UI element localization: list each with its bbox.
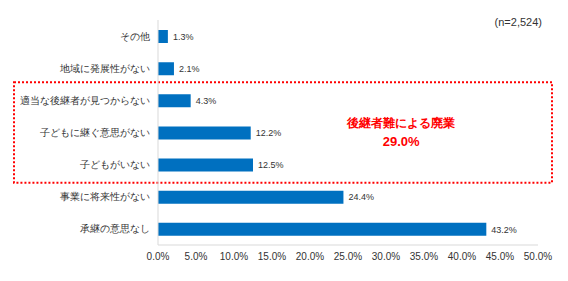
svg-text:適当な後継者が見つからない: 適当な後継者が見つからない — [20, 95, 150, 106]
svg-text:50.0%: 50.0% — [524, 251, 552, 262]
svg-text:4.3%: 4.3% — [196, 96, 217, 106]
svg-text:30.0%: 30.0% — [372, 251, 400, 262]
html-text:(n=2,524): (n=2,524) — [494, 16, 542, 28]
svg-text:その他: その他 — [120, 31, 150, 42]
svg-text:45.0%: 45.0% — [486, 251, 514, 262]
svg-text:12.5%: 12.5% — [258, 160, 284, 170]
svg-text:40.0%: 40.0% — [448, 251, 476, 262]
svg-text:24.4%: 24.4% — [348, 192, 374, 202]
svg-text:20.0%: 20.0% — [296, 251, 324, 262]
svg-text:子どもがいない: 子どもがいない — [80, 159, 150, 170]
svg-text:2.1%: 2.1% — [179, 64, 200, 74]
svg-text:15.0%: 15.0% — [258, 251, 286, 262]
svg-text:1.3%: 1.3% — [173, 32, 194, 42]
svg-text:地域に発展性がない: 地域に発展性がない — [59, 63, 150, 74]
svg-text:承継の意思なし: 承継の意思なし — [80, 223, 150, 234]
svg-text:35.0%: 35.0% — [410, 251, 438, 262]
svg-text:0.0%: 0.0% — [147, 251, 170, 262]
svg-text:43.2%: 43.2% — [491, 225, 517, 235]
svg-text:後継者難による廃業: 後継者難による廃業 — [346, 116, 455, 130]
svg-text:子どもに継ぐ意思がない: 子どもに継ぐ意思がない — [40, 127, 150, 138]
svg-text:10.0%: 10.0% — [220, 251, 248, 262]
svg-text:25.0%: 25.0% — [334, 251, 362, 262]
svg-text:12.2%: 12.2% — [256, 128, 282, 138]
svg-text:5.0%: 5.0% — [185, 251, 208, 262]
svg-text:事業に将来性がない: 事業に将来性がない — [60, 191, 150, 202]
svg-text:29.0%: 29.0% — [383, 134, 420, 149]
